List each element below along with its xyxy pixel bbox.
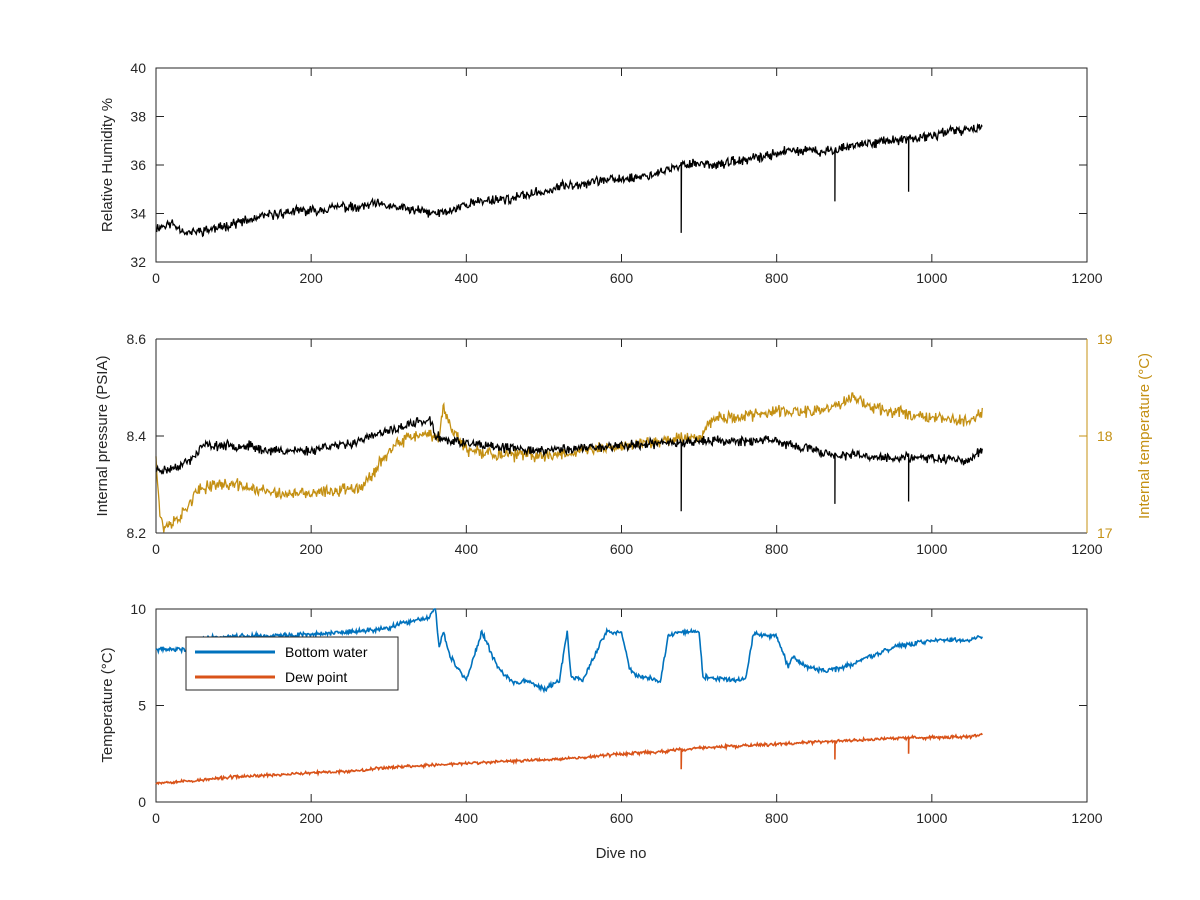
humidity-panel: 0 200 400 600 800 1000 1200 32 34 36 38 40 Relativ… <box>99 60 1103 286</box>
x-tick-label: 0 <box>152 270 160 286</box>
temperature-y-axis: 17 18 19 <box>1079 331 1113 541</box>
x-tick-label: 1000 <box>916 541 947 557</box>
y-tick-label-right: 19 <box>1097 331 1113 347</box>
temperature-y-axis-left: 0 5 10 <box>130 601 1087 810</box>
x-tick-label: 200 <box>299 270 323 286</box>
temperature-x-axis: 0 200 400 600 800 1000 1200 <box>152 609 1103 826</box>
x-tick-label: 600 <box>610 541 634 557</box>
x-tick-label: 400 <box>455 270 479 286</box>
pressure-x-axis: 0 200 400 600 800 1000 1200 <box>152 339 1103 557</box>
pressure-y-axis: 8.2 8.4 8.6 <box>127 331 164 541</box>
humidity-y-axis: 32 34 36 38 40 <box>130 60 1087 270</box>
y-tick-label: 32 <box>130 254 146 270</box>
pressure-y-label: Internal pressure (PSIA) <box>94 356 111 517</box>
internal-temperature-line <box>155 392 983 533</box>
x-tick-label: 400 <box>455 810 479 826</box>
x-tick-label: 600 <box>610 810 634 826</box>
y-tick-label: 34 <box>130 206 146 222</box>
y-tick-label: 38 <box>130 109 146 125</box>
temperature-panel: 0 200 400 600 800 1000 1200 0 5 10 Temperature (… <box>99 601 1103 862</box>
x-tick-label: 800 <box>765 810 789 826</box>
temperature-panel-y-label: Temperature (°C) <box>99 647 116 762</box>
y-tick-label: 10 <box>130 601 146 617</box>
y-tick-label: 36 <box>130 157 146 173</box>
y-tick-label: 8.4 <box>127 428 147 444</box>
x-tick-label: 600 <box>610 270 634 286</box>
humidity-x-axis: 0 200 400 600 800 1000 1200 <box>152 68 1103 286</box>
bottom-water-line <box>155 608 984 694</box>
pressure-plot-area <box>156 339 1087 533</box>
x-tick-label: 1200 <box>1071 541 1102 557</box>
legend-label-bottom-water: Bottom water <box>285 644 368 660</box>
legend: Bottom water Dew point <box>185 636 399 691</box>
y-tick-label-right: 18 <box>1097 428 1113 444</box>
x-tick-label: 200 <box>299 541 323 557</box>
x-tick-label: 200 <box>299 810 323 826</box>
x-tick-label: 400 <box>455 541 479 557</box>
y-tick-label: 8.2 <box>127 525 147 541</box>
x-tick-label: 0 <box>152 541 160 557</box>
x-tick-label: 0 <box>152 810 160 826</box>
x-tick-label: 1000 <box>916 810 947 826</box>
y-tick-label-right: 17 <box>1097 525 1113 541</box>
humidity-line <box>155 122 983 238</box>
y-tick-label: 8.6 <box>127 331 147 347</box>
x-tick-label: 800 <box>765 541 789 557</box>
humidity-y-label: Relative Humidity % <box>99 98 116 232</box>
x-axis-label: Dive no <box>596 845 647 862</box>
dew-point-line <box>155 732 983 786</box>
legend-box <box>185 636 399 691</box>
humidity-plot-area <box>155 67 1088 263</box>
legend-label-dew-point: Dew point <box>285 669 347 685</box>
x-tick-label: 1200 <box>1071 270 1102 286</box>
y-tick-label: 5 <box>138 698 146 714</box>
internal-pressure-line <box>155 416 983 512</box>
y-tick-label: 0 <box>138 794 146 810</box>
temperature-y-label: Internal temperature (°C) <box>1136 353 1153 519</box>
y-tick-label: 40 <box>130 60 146 76</box>
x-tick-label: 1200 <box>1071 810 1102 826</box>
x-tick-label: 800 <box>765 270 789 286</box>
x-tick-label: 1000 <box>916 270 947 286</box>
pressure-temperature-panel: 0 200 400 600 800 1000 1200 8.2 8.4 8.6 17 18 19 I… <box>94 331 1153 557</box>
